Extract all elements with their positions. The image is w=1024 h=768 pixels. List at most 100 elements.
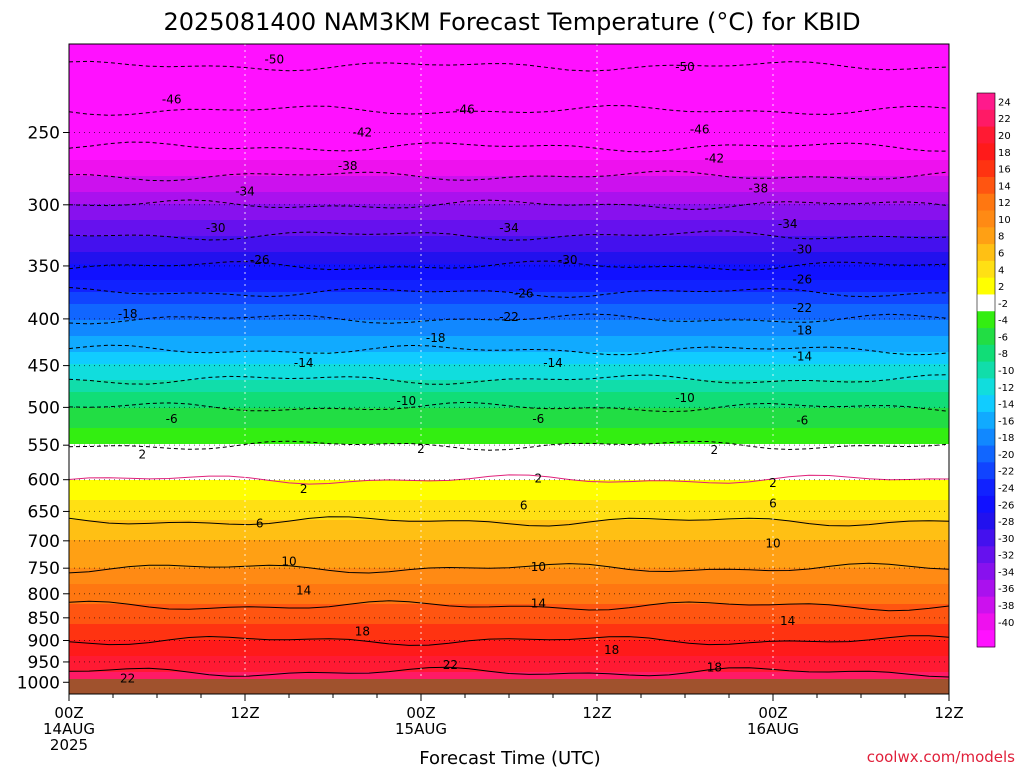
isotherm-line: [69, 516, 949, 527]
color-band-strip: [69, 172, 949, 177]
color-band-strip: [69, 676, 949, 681]
contour-label: -10: [397, 394, 417, 408]
isotherm-line: [69, 344, 949, 356]
isotherm-line: [69, 260, 949, 271]
colorbar-label: -12: [998, 383, 1014, 394]
color-band-strip: [69, 316, 949, 321]
color-band-strip: [69, 300, 949, 305]
color-band-strip: [69, 248, 949, 253]
colorbar-label: -10: [998, 366, 1014, 377]
y-tick-label: 850: [28, 609, 60, 629]
color-band-strip: [69, 444, 949, 449]
color-band-strip: [69, 212, 949, 217]
colorbar-label: 6: [998, 248, 1004, 259]
color-band-strip: [69, 424, 949, 429]
colorbar-swatch: [977, 546, 995, 564]
colorbar-label: -30: [998, 534, 1014, 545]
color-band-strip: [69, 364, 949, 369]
y-tick-label: 500: [28, 398, 60, 418]
isotherm-line: [69, 313, 949, 325]
colorbar-swatch: [977, 445, 995, 463]
colorbar-swatch: [977, 126, 995, 144]
isotherm-line: [69, 170, 949, 182]
chart-title: 2025081400 NAM3KM Forecast Temperature (…: [163, 8, 860, 36]
contour-label: -46: [455, 103, 475, 117]
contour-label: -10: [675, 391, 695, 405]
color-band-strip: [69, 624, 949, 629]
y-tick-label: 550: [28, 436, 60, 456]
colorbar-label: 18: [998, 148, 1011, 159]
contour-label: 2: [300, 482, 308, 496]
color-band-strip: [69, 184, 949, 189]
color-band-strip: [69, 668, 949, 673]
contour-label: 2: [417, 442, 425, 456]
color-band-strip: [69, 452, 949, 457]
contour-label: 6: [256, 516, 264, 530]
color-band-strip: [69, 656, 949, 661]
color-band-strip: [69, 644, 949, 649]
colorbar-swatch: [977, 512, 995, 530]
x-tick-label: 12Z: [934, 704, 963, 722]
contour-label: 18: [604, 643, 619, 657]
color-band-strip: [69, 560, 949, 565]
color-band-strip: [69, 224, 949, 229]
y-tick-label: 600: [28, 471, 60, 491]
contour-label: -34: [499, 221, 519, 235]
colorbar-swatch: [977, 260, 995, 279]
color-band-strip: [69, 92, 949, 97]
colorbar-label: -4: [998, 316, 1008, 327]
colorbar-label: 10: [998, 215, 1011, 226]
color-band-strip: [69, 408, 949, 413]
colorbar-swatch: [977, 378, 995, 396]
color-band-strip: [69, 612, 949, 617]
colorbar-label: -40: [998, 618, 1014, 629]
contour-label: -22: [793, 301, 813, 315]
colorbar-swatch: [977, 328, 995, 346]
color-band-strip: [69, 584, 949, 589]
color-band-strip: [69, 204, 949, 209]
color-band-strip: [69, 548, 949, 553]
colorbar-swatch: [977, 613, 995, 631]
color-band-strip: [69, 64, 949, 69]
contour-label: -6: [796, 414, 808, 428]
colorbar-label: -2: [998, 299, 1008, 310]
colorbar-swatch: [977, 428, 995, 446]
color-band-strip: [69, 432, 949, 437]
color-band-strip: [69, 124, 949, 129]
contour-label: -26: [514, 286, 534, 300]
color-band-strip: [69, 304, 949, 309]
color-band-strip: [69, 392, 949, 397]
colorbar-swatch: [977, 395, 995, 413]
color-band-strip: [69, 336, 949, 341]
color-band-strip: [69, 152, 949, 157]
contour-label: -30: [206, 221, 226, 235]
color-band-strip: [69, 664, 949, 669]
colorbar-label: -32: [998, 551, 1014, 562]
color-band-strip: [69, 420, 949, 425]
color-band-strip: [69, 88, 949, 93]
colorbar-swatch: [977, 93, 995, 111]
contour-label: 2: [711, 443, 719, 457]
colorbar-swatch: [977, 210, 995, 228]
colorbar-label: 20: [998, 131, 1011, 142]
color-band-strip: [69, 208, 949, 213]
color-band-strip: [69, 268, 949, 273]
color-band-strip: [69, 200, 949, 205]
color-band-strip: [69, 228, 949, 233]
contour-label: -18: [793, 324, 813, 338]
contour-label: 14: [780, 614, 795, 628]
contour-label: -34: [778, 217, 798, 231]
color-band-strip: [69, 352, 949, 357]
color-band-strip: [69, 588, 949, 593]
x-tick-label: 16AUG: [747, 720, 799, 738]
color-band-strip: [69, 520, 949, 525]
color-band-strip: [69, 436, 949, 441]
colorbar-label: 8: [998, 232, 1004, 243]
colorbar-swatch: [977, 176, 995, 195]
x-tick-label: 00Z: [406, 704, 435, 722]
contour-label: -46: [690, 122, 710, 136]
color-band-strip: [69, 52, 949, 57]
color-band-strip: [69, 632, 949, 637]
contour-label: -34: [235, 184, 255, 198]
colorbar-swatch: [977, 630, 995, 648]
